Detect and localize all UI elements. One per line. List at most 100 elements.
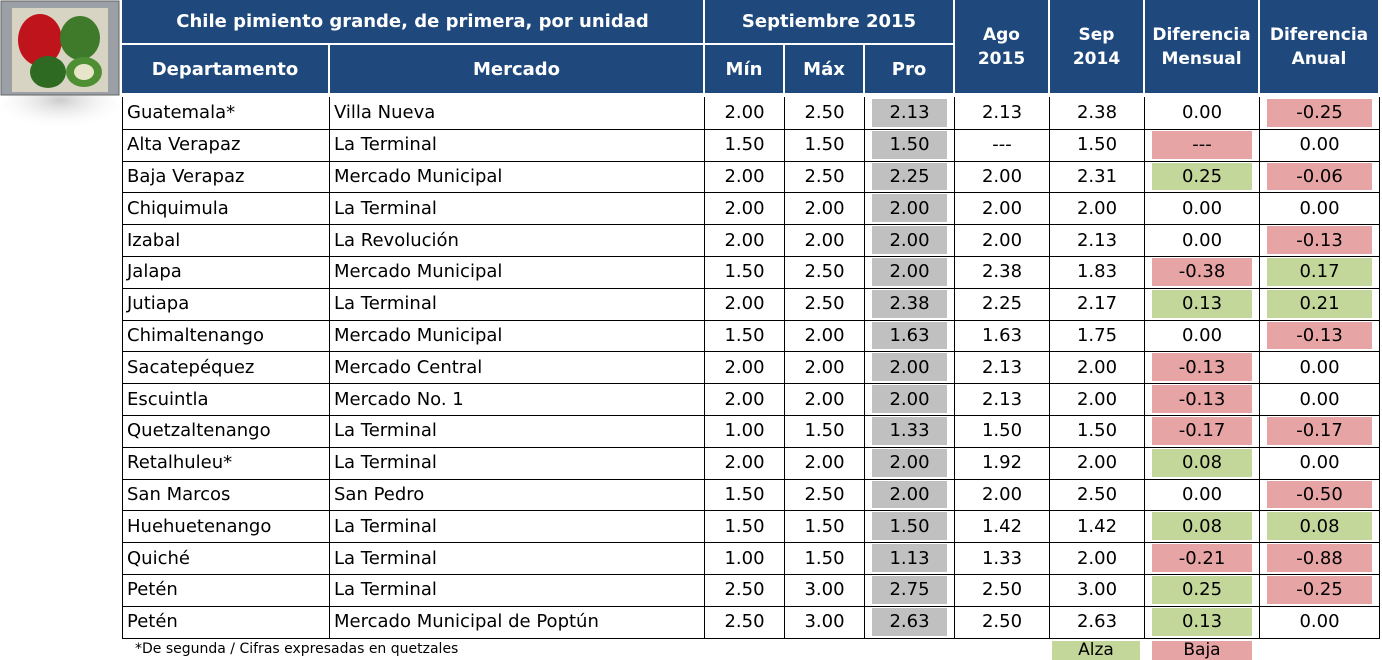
number-cell: 2.00 [785,351,865,385]
number-cell: 0.00 [1260,128,1380,162]
text-cell: Mercado Municipal de Poptún [330,605,705,639]
cell-value: 0.08 [1152,512,1252,541]
number-cell: 1.33 [955,542,1050,575]
text-cell: Villa Nueva [330,97,705,130]
number-cell: 2.50 [955,574,1050,607]
text-cell: Quetzaltenango [122,415,330,448]
number-cell: 2.38 [955,256,1050,289]
number-cell: 2.38 [865,287,955,321]
number-cell: 0.17 [1260,256,1380,289]
text-cell: La Revolución [330,224,705,257]
number-cell: 2.00 [865,192,955,226]
column-header: Departamento [122,45,330,95]
header-line: Ago [982,24,1020,45]
column-header: Diferencia Mensual [1145,0,1260,95]
number-cell: 2.00 [955,224,1050,257]
number-cell: 2.13 [1050,224,1145,257]
cell-value: -0.13 [1152,353,1252,382]
number-cell: 0.25 [1145,160,1260,194]
text-cell: La Terminal [330,574,705,607]
header-title: Chile pimiento grande, de primera, por u… [122,0,705,45]
header-line: 2015 [977,48,1026,69]
number-cell: 2.50 [785,160,865,194]
number-cell: 2.50 [705,605,785,639]
number-cell: 1.50 [785,542,865,575]
cell-value: 2.00 [872,258,947,286]
cell-value: 1.63 [872,321,947,350]
cell-value: 2.13 [872,99,947,127]
cell-value: -0.17 [1267,417,1372,445]
number-cell: 1.00 [705,415,785,448]
cell-value: -0.25 [1267,99,1372,127]
cell-value: 1.50 [872,130,947,159]
number-cell: 1.75 [1050,319,1145,353]
footnote: *De segunda / Cifras expresadas en quetz… [135,641,459,658]
cell-value: 0.17 [1267,258,1372,286]
number-cell: 2.50 [705,574,785,607]
cell-value: 0.08 [1152,448,1252,477]
cell-value: 2.00 [872,448,947,477]
number-cell: 0.00 [1145,192,1260,226]
text-cell: Quiché [122,542,330,575]
number-cell: 2.00 [785,224,865,257]
number-cell: 2.50 [785,97,865,130]
number-cell: 2.00 [1050,542,1145,575]
cell-value: 2.00 [872,226,947,254]
header-line: Diferencia [1269,24,1369,45]
text-cell: Guatemala* [122,97,330,130]
cell-value: -0.50 [1267,480,1372,509]
number-cell: 1.50 [1050,415,1145,448]
number-cell: 1.50 [705,478,785,512]
cell-value: 2.25 [872,162,947,191]
number-cell: 0.00 [1260,351,1380,385]
number-cell: 2.00 [865,224,955,257]
text-cell: Escuintla [122,383,330,416]
header-line: Diferencia [1152,24,1251,45]
number-cell: 2.17 [1050,287,1145,321]
cell-value: 0.25 [1152,576,1252,604]
number-cell: -0.13 [1145,383,1260,416]
cell-value: 0.08 [1267,512,1372,541]
text-cell: La Terminal [330,415,705,448]
number-cell: --- [1145,128,1260,162]
number-cell: 1.50 [705,128,785,162]
number-cell: 0.00 [1145,319,1260,353]
text-cell: Baja Verapaz [122,160,330,194]
number-cell: 2.13 [955,351,1050,385]
number-cell: 2.63 [1050,605,1145,639]
number-cell: 2.00 [705,160,785,194]
cell-value: -0.38 [1152,258,1252,286]
text-cell: Mercado Central [330,351,705,385]
number-cell: -0.13 [1260,319,1380,353]
cell-value: 2.00 [872,480,947,509]
number-cell: 2.50 [785,287,865,321]
number-cell: 2.00 [1050,192,1145,226]
pepper-image [0,0,120,135]
text-cell: La Terminal [330,192,705,226]
number-cell: 1.50 [955,415,1050,448]
header-line: 2014 [1072,48,1121,69]
number-cell: 1.33 [865,415,955,448]
number-cell: 2.00 [865,256,955,289]
number-cell: 1.13 [865,542,955,575]
cell-value: 2.00 [872,194,947,223]
number-cell: -0.17 [1260,415,1380,448]
text-cell: La Terminal [330,128,705,162]
number-cell: 0.13 [1145,287,1260,321]
cell-value: --- [1152,130,1252,159]
cell-value: 2.00 [872,385,947,413]
number-cell: 3.00 [1050,574,1145,607]
number-cell: 2.00 [785,319,865,353]
number-cell: 2.00 [1050,351,1145,385]
text-cell: Sacatepéquez [122,351,330,385]
number-cell: 2.50 [785,478,865,512]
text-cell: Huehuetenango [122,510,330,544]
cell-value: -0.21 [1152,544,1252,572]
number-cell: 2.13 [955,97,1050,130]
cell-value: 1.50 [872,512,947,541]
number-cell: 0.08 [1260,510,1380,544]
cell-value: -0.06 [1267,162,1372,191]
number-cell: 1.42 [1050,510,1145,544]
number-cell: 1.50 [705,319,785,353]
number-cell: 2.00 [955,478,1050,512]
